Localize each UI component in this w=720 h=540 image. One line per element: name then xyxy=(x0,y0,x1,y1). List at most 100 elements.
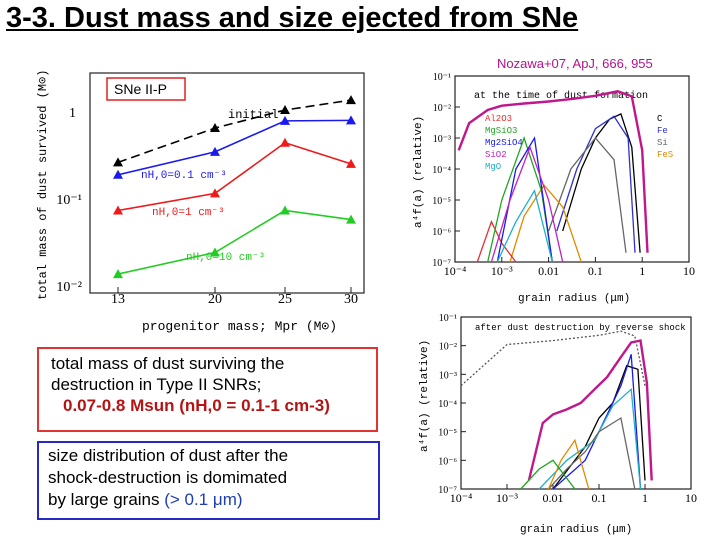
annotation-red: nH,0=1 cm⁻³ xyxy=(152,207,225,219)
bottom-ytick: 10⁻⁷ xyxy=(438,485,457,496)
series-nh-0-1-cm-point-25 xyxy=(280,137,290,147)
top-ytick: 10⁻⁴ xyxy=(432,165,451,176)
sne-label: SNe II-P xyxy=(114,81,167,97)
y-axis-label: total mass of dust survived (M⊙) xyxy=(36,70,50,300)
bottom-xtick: 0.1 xyxy=(592,491,607,505)
top-x-axis-label: grain radius (μm) xyxy=(518,293,630,305)
bottom-xtick: 10⁻³ xyxy=(496,491,518,505)
annotation-initial: initial xyxy=(228,108,278,122)
series-initial-point-25 xyxy=(280,105,290,114)
bottom-ytick: 10⁻¹ xyxy=(439,313,457,324)
bottom-y-axis-label: a⁴f(a) (relative) xyxy=(419,340,431,452)
top-xtick: 1 xyxy=(639,264,645,278)
top-series-sio2 xyxy=(490,145,564,263)
xtick-20: 20 xyxy=(208,292,222,307)
series-nh-0-1-cm-point-13 xyxy=(113,205,123,215)
series-nh-0-0-1-cm-line xyxy=(117,119,352,176)
top-ytick: 10⁻¹ xyxy=(433,72,451,83)
top-xtick: 0.1 xyxy=(588,264,603,278)
bottom-x-axis-label: grain radius (μm) xyxy=(520,524,632,536)
series-initial-point-13 xyxy=(113,157,123,167)
plot-frame xyxy=(89,72,365,294)
size-summary-line-3-accent: (> 0.1 μm) xyxy=(164,490,243,509)
bottom-panel-title: after dust destruction by reverse shock xyxy=(475,323,686,333)
sne-label-box xyxy=(106,77,186,101)
series-nh-0-1-cm-point-20 xyxy=(210,188,220,198)
series-nh-0-0-1-cm-point-13 xyxy=(113,169,123,179)
size-summary-line-1: size distribution of dust after the xyxy=(48,446,289,465)
top-series-total xyxy=(457,90,649,253)
bottom-series-total xyxy=(527,339,653,481)
species-label-mgo: MgO xyxy=(485,162,501,172)
size-summary-line-3-prefix: by large grains xyxy=(48,490,160,509)
ytick-0.01: 10⁻² xyxy=(56,280,82,295)
ytick-0.1: 10⁻¹ xyxy=(56,193,82,208)
annotation-blue: nH,0=0.1 cm⁻³ xyxy=(141,170,227,182)
top-ytick: 10⁻⁵ xyxy=(432,196,451,207)
species-label-mg2sio4: Mg2SiO4 xyxy=(485,138,523,148)
bottom-ytick: 10⁻² xyxy=(439,342,457,353)
size-summary-line-3: by large grains (> 0.1 μm) xyxy=(48,489,378,511)
bottom-xtick: 10⁻⁴ xyxy=(450,491,473,505)
top-series-si xyxy=(547,136,627,253)
top-series-al2o3 xyxy=(476,220,517,263)
size-summary-line-2: shock-destruction is domimated xyxy=(48,468,288,487)
bottom-series-mgo xyxy=(538,387,642,490)
citation: Nozawa+07, ApJ, 666, 955 xyxy=(497,56,653,71)
annotation-green: nH,0=10 cm⁻³ xyxy=(186,252,265,264)
top-ytick: 10⁻⁷ xyxy=(432,258,451,269)
mass-summary-line-3: 0.07-0.8 Msun (nH,0 = 0.1-1 cm-3) xyxy=(63,396,330,415)
top-series-fe xyxy=(556,115,636,253)
dust-mass-chart: SNe II-P total mass of dust survived (M⊙… xyxy=(36,70,365,334)
top-xtick: 0.01 xyxy=(538,264,559,278)
bottom-ytick: 10⁻⁵ xyxy=(438,428,457,439)
xtick-30: 30 xyxy=(344,292,358,307)
bottom-series-si xyxy=(548,416,636,490)
top-xtick: 10⁻³ xyxy=(491,264,513,278)
bottom-ytick: 10⁻⁴ xyxy=(438,399,457,410)
ytick-1: 1 xyxy=(69,106,76,121)
series-nh-0-10-cm-point-30 xyxy=(346,214,356,224)
bottom-series-mg2sio4 xyxy=(520,459,576,490)
species-label-c: C xyxy=(657,114,663,124)
species-label-mgsio3: MgSiO3 xyxy=(485,126,517,136)
bottom-xtick: 0.01 xyxy=(543,491,564,505)
top-series-fes xyxy=(509,184,582,263)
bottom-series-fe xyxy=(552,354,642,490)
mass-summary-box: total mass of dust surviving the destruc… xyxy=(37,347,378,432)
top-ytick: 10⁻⁶ xyxy=(432,227,451,238)
size-distribution-formation-chart: at the time of dust formation a⁴f(a) (re… xyxy=(413,72,695,305)
top-ytick: 10⁻² xyxy=(433,103,451,114)
bottom-ytick: 10⁻⁶ xyxy=(438,456,457,467)
series-nh-0-10-cm-point-25 xyxy=(280,205,290,215)
series-nh-0-1-cm-point-30 xyxy=(346,158,356,168)
series-nh-0-0-1-cm-point-30 xyxy=(346,115,356,125)
series-nh-0-10-cm-point-20 xyxy=(210,247,220,257)
size-summary-box: size distribution of dust after the shoc… xyxy=(37,441,380,520)
species-label-al2o3: Al2O3 xyxy=(485,114,512,124)
x-axis-label: progenitor mass; Mpr (M⊙) xyxy=(142,319,337,334)
species-label-sio2: SiO2 xyxy=(485,150,507,160)
top-series-c xyxy=(562,112,641,253)
series-nh-0-0-1-cm-point-20 xyxy=(210,146,220,156)
top-series-mgo xyxy=(496,189,553,263)
series-nh-0-1-cm-line xyxy=(117,141,352,212)
top-ytick: 10⁻³ xyxy=(433,134,451,145)
series-initial-point-30 xyxy=(346,95,356,105)
species-label-fes: FeS xyxy=(657,150,673,160)
series-initial-point-20 xyxy=(210,123,220,133)
series-nh-0-10-cm-point-13 xyxy=(113,269,123,279)
xtick-25: 25 xyxy=(278,292,292,307)
size-distribution-destruction-chart: after dust destruction by reverse shock … xyxy=(419,313,697,536)
plot-frame-bottom xyxy=(460,316,692,490)
bottom-xtick: 1 xyxy=(642,491,648,505)
mass-summary-line-2: destruction in Type II SNRs; xyxy=(51,375,262,394)
top-xtick: 10⁻⁴ xyxy=(444,264,467,278)
top-xtick: 10 xyxy=(683,264,695,278)
bottom-xtick: 10 xyxy=(685,491,697,505)
top-y-axis-label: a⁴f(a) (relative) xyxy=(413,116,425,228)
top-series-mg2sio4 xyxy=(496,136,553,263)
mass-summary-line-1: total mass of dust surviving the xyxy=(51,354,285,373)
bottom-series-fes xyxy=(547,438,590,490)
bottom-ytick: 10⁻³ xyxy=(439,370,457,381)
